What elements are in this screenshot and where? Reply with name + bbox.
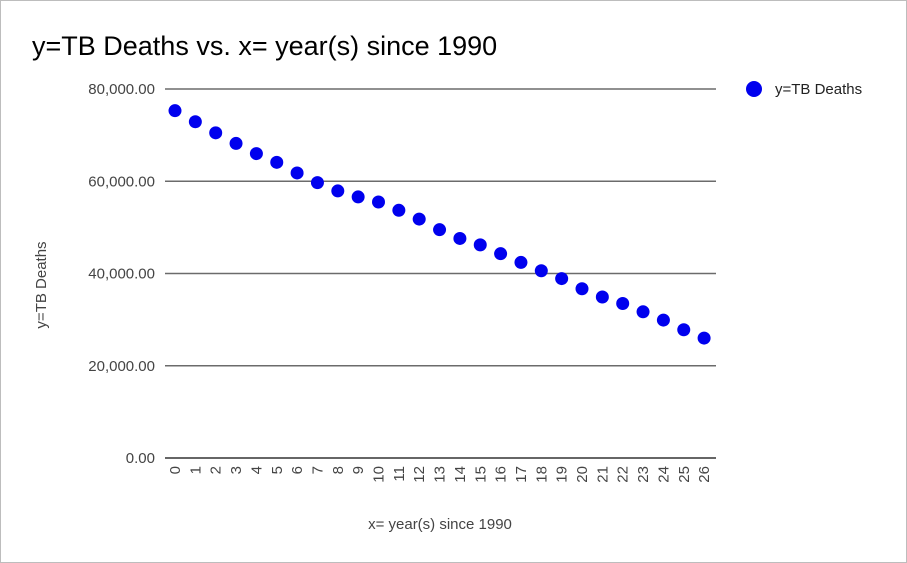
x-tick-label: 14 xyxy=(452,466,469,483)
x-tick-label: 9 xyxy=(350,466,367,474)
data-point xyxy=(249,147,263,161)
data-point xyxy=(209,126,223,140)
data-point xyxy=(433,223,447,237)
gridlines xyxy=(165,88,716,459)
data-point xyxy=(616,296,630,310)
y-tick-label: 60,000.00 xyxy=(88,173,155,190)
x-tick-label: 12 xyxy=(411,466,428,483)
data-point xyxy=(575,282,589,296)
data-point xyxy=(494,247,508,261)
data-points xyxy=(168,104,711,345)
x-tick-label: 13 xyxy=(432,466,449,483)
x-tick-label: 26 xyxy=(696,466,713,483)
data-point xyxy=(636,305,650,319)
data-point xyxy=(392,203,406,217)
x-tick-label: 6 xyxy=(289,466,306,474)
x-tick-label: 25 xyxy=(676,466,693,483)
legend-marker xyxy=(746,81,762,97)
x-tick-label: 4 xyxy=(248,466,265,474)
legend: y=TB Deaths xyxy=(746,81,862,98)
x-tick-label: 21 xyxy=(594,466,611,483)
data-point xyxy=(697,331,711,345)
x-tick-label: 0 xyxy=(167,466,184,474)
x-tick-label: 1 xyxy=(187,466,204,474)
data-point xyxy=(229,136,243,150)
x-tick-label: 22 xyxy=(615,466,632,483)
data-point xyxy=(351,190,365,204)
x-tick-labels: 0 1 2 3 4 5 6 7 8 9 10 11 12 13 14 15 16 17 18 19 20 21 22 23 24… xyxy=(167,466,713,483)
data-point xyxy=(555,272,569,286)
x-tick-label: 16 xyxy=(493,466,510,483)
data-point xyxy=(188,115,202,129)
y-tick-label: 0.00 xyxy=(126,450,155,467)
legend-label: y=TB Deaths xyxy=(775,81,862,98)
x-tick-label: 17 xyxy=(513,466,530,483)
x-tick-label: 15 xyxy=(472,466,489,483)
x-tick-label: 8 xyxy=(330,466,347,474)
x-tick-label: 20 xyxy=(574,466,591,483)
data-point xyxy=(514,255,528,269)
data-point xyxy=(270,155,284,169)
x-axis-title: x= year(s) since 1990 xyxy=(368,516,512,533)
data-point xyxy=(331,184,345,198)
data-point xyxy=(677,323,691,337)
x-tick-label: 24 xyxy=(655,466,672,483)
x-tick-label: 3 xyxy=(228,466,245,474)
y-tick-label: 80,000.00 xyxy=(88,81,155,98)
data-point xyxy=(372,195,385,209)
data-point xyxy=(290,166,304,180)
x-tick-label: 7 xyxy=(309,466,326,474)
y-tick-label: 20,000.00 xyxy=(88,358,155,375)
x-tick-label: 10 xyxy=(371,466,388,483)
data-point xyxy=(534,264,548,278)
x-tick-label: 23 xyxy=(635,466,652,483)
data-point xyxy=(412,212,426,226)
x-tick-label: 2 xyxy=(208,466,225,474)
x-tick-label: 19 xyxy=(554,466,571,483)
y-axis-title: y=TB Deaths xyxy=(33,241,50,328)
data-point xyxy=(656,313,670,327)
x-tick-label: 18 xyxy=(533,466,550,483)
data-point xyxy=(473,238,487,252)
data-point xyxy=(595,290,609,304)
x-tick-label: 5 xyxy=(269,466,286,474)
x-tick-label: 11 xyxy=(391,466,408,482)
data-point xyxy=(168,104,182,118)
data-point xyxy=(310,176,324,190)
chart-title: y=TB Deaths vs. x= year(s) since 1990 xyxy=(32,31,497,61)
y-tick-labels: 0.00 20,000.00 40,000.00 60,000.00 80,000.00 xyxy=(88,81,155,467)
data-point xyxy=(453,231,467,245)
y-tick-label: 40,000.00 xyxy=(88,266,155,283)
